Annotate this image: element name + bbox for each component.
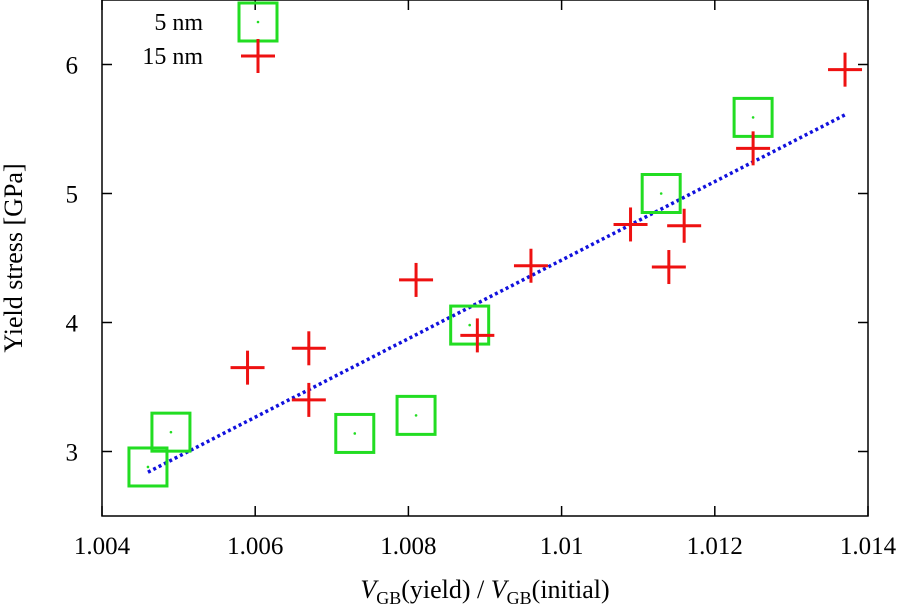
fit-line: [147, 113, 846, 474]
y-tick-label: 4: [66, 311, 79, 338]
data-point-5nm-dot: [169, 430, 173, 434]
y-tick-label: 6: [66, 53, 79, 80]
data-point-5nm-dot: [751, 116, 755, 119]
x-axis-title-sub2: GB: [507, 588, 532, 607]
data-point-5nm-dot: [659, 192, 663, 195]
data-point-5nm: [127, 446, 169, 488]
x-tick-label: 1.012: [687, 533, 743, 560]
x-tick-label: 1.01: [540, 533, 584, 560]
data-point-15nm: [651, 250, 686, 285]
x-tick-label: 1.006: [227, 533, 283, 560]
data-point-15nm: [291, 382, 326, 417]
data-point-5nm: [640, 173, 682, 214]
data-point-5nm: [150, 411, 192, 453]
x-axis-title: VGB(yield) / VGB(initial): [360, 575, 609, 607]
data-point-15nm: [460, 318, 495, 353]
data-point-15nm: [667, 208, 702, 243]
y-axis-title: Yield stress [GPa]: [0, 163, 28, 352]
data-point-5nm-dot: [146, 465, 150, 469]
data-point-15nm: [513, 248, 548, 283]
data-point-5nm-dot: [414, 414, 418, 417]
data-point-15nm: [230, 350, 265, 385]
x-axis-title-sub1: GB: [376, 588, 401, 607]
data-point-15nm: [291, 331, 326, 366]
data-point-15nm: [613, 207, 648, 242]
data-point-15nm: [736, 131, 771, 166]
y-tick-label: 3: [66, 440, 79, 467]
legend-marker-15nm: [241, 39, 275, 73]
data-point-5nm-dot: [353, 432, 357, 435]
data-point-5nm: [334, 412, 376, 454]
axis-ticks: 1.004 1.006 1.008 1.01 1.012 1.014 3 4 5 6: [66, 0, 897, 560]
x-axis-title-mid: (yield) /: [401, 575, 491, 604]
legend-label-5nm: 5 nm: [154, 10, 203, 36]
x-tick-label: 1.014: [840, 533, 897, 560]
data-point-5nm-dot: [468, 323, 471, 327]
x-axis-title-end: (initial): [532, 575, 610, 604]
x-tick-label: 1.004: [74, 533, 131, 560]
data-point-15nm: [399, 262, 434, 297]
plot-frame: [101, 0, 869, 517]
legend: 5 nm 15 nm: [142, 10, 203, 70]
x-axis-title-v2: V: [491, 575, 510, 604]
data-markers: [127, 1, 863, 488]
y-tick-label: 5: [66, 182, 79, 209]
data-point-5nm: [395, 394, 437, 436]
legend-label-15nm: 15 nm: [142, 44, 203, 70]
data-point-15nm: [828, 52, 863, 87]
x-tick-label: 1.008: [380, 533, 436, 560]
legend-marker-5nm-dot: [256, 20, 260, 24]
fit-line-group: [147, 113, 846, 474]
x-axis-title-v1: V: [360, 575, 379, 604]
data-point-5nm: [449, 304, 491, 346]
